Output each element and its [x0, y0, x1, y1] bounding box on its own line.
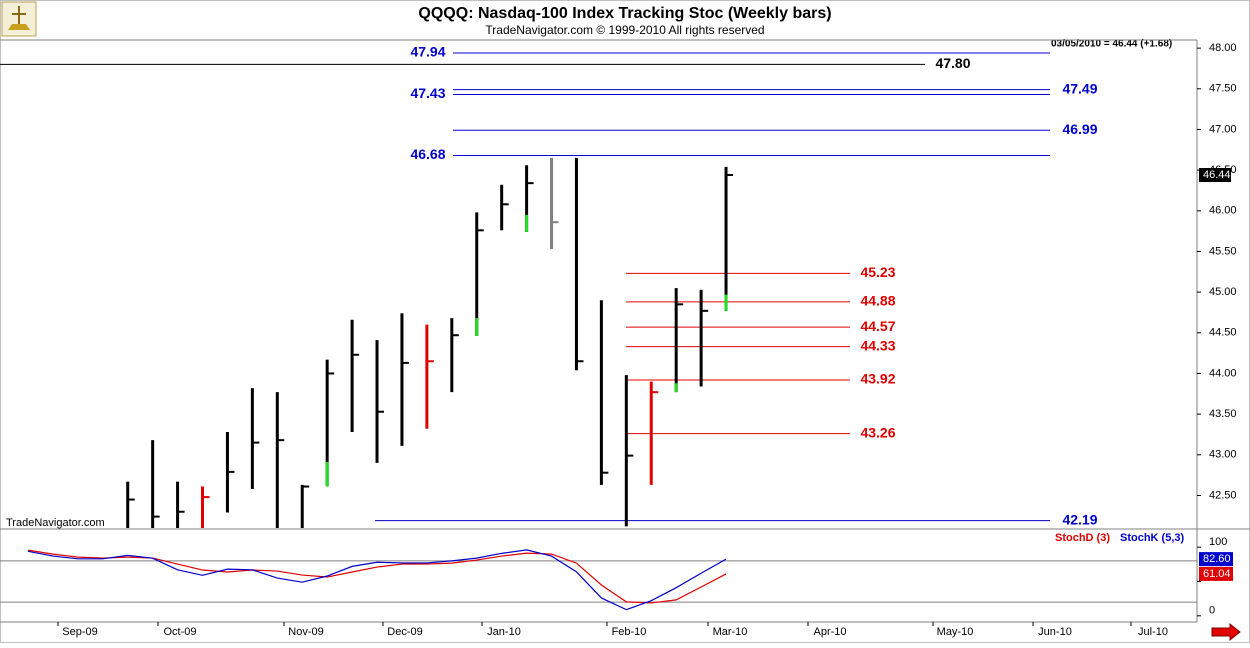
stoch-line: [27, 549, 727, 611]
x-tick-label: Sep-09: [62, 626, 97, 638]
x-tick-label: Jul-10: [1138, 626, 1168, 638]
y-tick-label: 44.00: [1209, 367, 1237, 379]
scroll-arrow[interactable]: [1211, 622, 1241, 642]
stoch-panel: [0, 549, 1197, 611]
level-label: 44.33: [860, 337, 895, 353]
legend-entry: StochK (5,3): [1120, 532, 1185, 544]
level-label: 44.57: [860, 318, 895, 334]
stoch-tick-label: 100: [1209, 536, 1227, 548]
x-tick-label: Oct-09: [163, 626, 196, 638]
y-tick-label: 45.00: [1209, 286, 1237, 298]
stoch-last-label: 82.60: [1203, 553, 1231, 565]
x-tick-label: May-10: [937, 626, 974, 638]
y-tick-label: 43.00: [1209, 449, 1237, 461]
level-label: 44.88: [860, 293, 895, 309]
x-tick-label: Apr-10: [813, 626, 846, 638]
level-label: 46.99: [1062, 121, 1097, 137]
overlay: 48.0047.5047.0046.5046.0045.5045.0044.50…: [57, 42, 1237, 638]
last-price-box: [1199, 168, 1231, 183]
y-tick-label: 44.50: [1209, 327, 1237, 339]
x-tick-label: Dec-09: [387, 626, 422, 638]
stoch-last-label: 61.04: [1203, 568, 1231, 580]
y-tick-label: 47.00: [1209, 123, 1237, 135]
y-tick-label: 45.50: [1209, 245, 1237, 257]
stoch-last-box: [1199, 552, 1233, 567]
logo[interactable]: [1, 1, 37, 37]
x-tick-label: Jun-10: [1038, 626, 1072, 638]
stoch-tick-label: 0: [1209, 605, 1215, 617]
level-label: 43.92: [860, 371, 895, 387]
y-tick-label: 47.50: [1209, 83, 1237, 95]
x-tick-label: Jan-10: [487, 626, 521, 638]
watermark: TradeNavigator.com: [6, 517, 105, 529]
level-label: 46.68: [410, 146, 445, 162]
price-panel: [0, 52, 1050, 528]
x-tick-label: Nov-09: [288, 626, 323, 638]
last-price-label: 46.44: [1203, 169, 1231, 181]
price-info: 03/05/2010 = 46.44 (+1.68): [1051, 39, 1172, 50]
x-tick-label: Mar-10: [713, 626, 748, 638]
legend-entry: StochD (3): [1055, 532, 1110, 544]
y-tick-label: 42.50: [1209, 489, 1237, 501]
level-label: 42.19: [1062, 511, 1097, 527]
level-label: 47.49: [1062, 80, 1097, 96]
level-label: 43.26: [860, 424, 895, 440]
x-tick-label: Feb-10: [612, 626, 647, 638]
y-tick-label: 43.50: [1209, 408, 1237, 420]
level-label: 47.43: [410, 85, 445, 101]
y-tick-label: 46.00: [1209, 205, 1237, 217]
level-label: 45.23: [860, 264, 895, 280]
chart-subtitle: TradeNavigator.com © 1999-2010 All right…: [485, 23, 764, 37]
level-label: 47.80: [935, 55, 970, 71]
stoch-last-box: [1199, 566, 1233, 581]
y-tick-label: 48.00: [1209, 42, 1237, 54]
level-label: 47.94: [410, 44, 445, 60]
chart-title: QQQQ: Nasdaq-100 Index Tracking Stoc (We…: [418, 5, 831, 22]
